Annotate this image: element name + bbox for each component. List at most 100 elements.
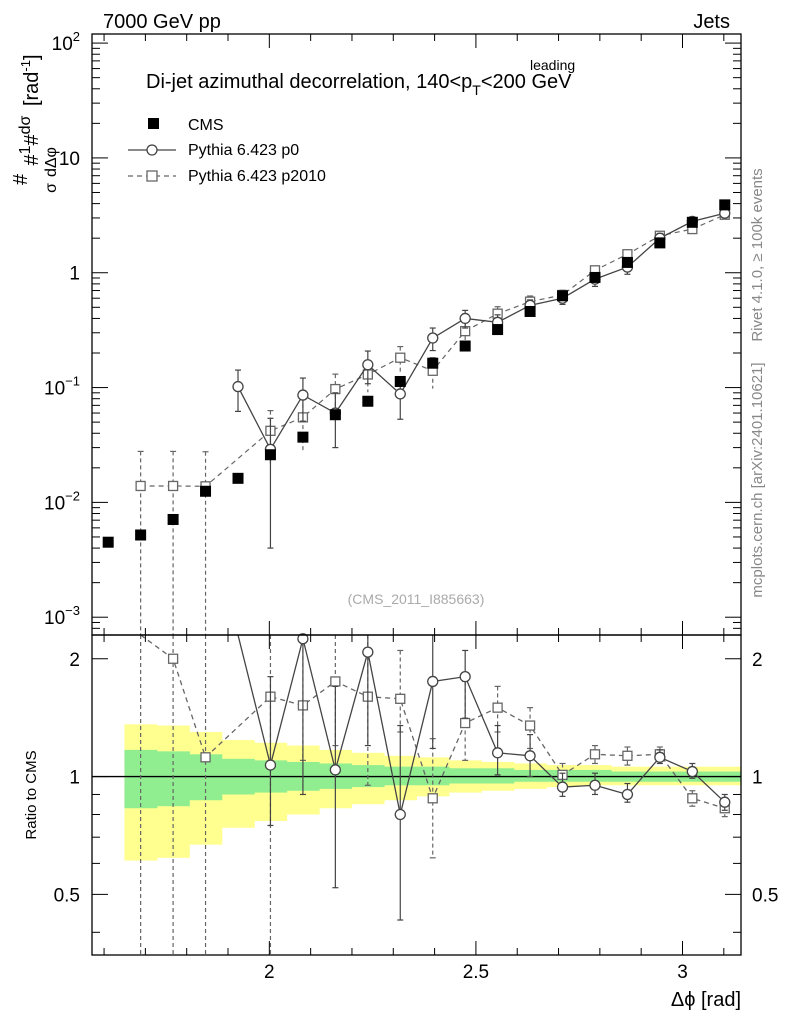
legend-label-p0: Pythia 6.423 p0 <box>188 142 299 159</box>
ratio-point-p2010 <box>622 750 633 761</box>
x-axis-label: Δϕ [rad] <box>671 989 741 1011</box>
y-tick-label: 10−2 <box>44 488 80 514</box>
ratio-tick-label-right: 2 <box>752 650 763 671</box>
point-cms <box>200 485 212 497</box>
ratio-band-stat <box>481 768 515 784</box>
header-left: 7000 GeV pp <box>103 11 221 33</box>
point-cms <box>135 529 147 541</box>
point-p2010 <box>395 352 406 363</box>
ratio-y-label: Ratio to CMS <box>23 750 40 839</box>
series-line-p0 <box>237 212 725 451</box>
ratio-point-p2010 <box>492 702 503 713</box>
point-p0 <box>297 389 309 401</box>
chart-title-sup: leading <box>530 57 575 73</box>
ratio-plot <box>92 633 741 955</box>
legend: CMS Pythia 6.423 p0 Pythia 6.423 p2010 <box>128 117 326 185</box>
point-p2010 <box>167 480 179 492</box>
ratio-point-p0 <box>621 788 634 801</box>
point-cms <box>427 357 439 369</box>
side-label-mcplots: mcplots.cern.ch [arXiv:2401.10621] <box>749 362 766 597</box>
point-cms <box>297 431 309 443</box>
legend-label-p2010: Pythia 6.423 p2010 <box>188 168 326 185</box>
point-cms <box>524 305 536 317</box>
y-tick-label: 1 <box>69 264 80 285</box>
ratio-frame <box>91 634 742 956</box>
point-cms <box>394 375 406 387</box>
ratio-tick-label-left: 1 <box>69 768 80 789</box>
point-cms <box>557 290 569 302</box>
ratio-line-p2010 <box>140 634 725 809</box>
point-cms <box>362 395 374 407</box>
x-tick-label: 2.5 <box>463 962 489 983</box>
x-tick-label: 2 <box>264 962 275 983</box>
ratio-tick-label-left: 0.5 <box>54 885 80 906</box>
y-axis-label: # <box>10 173 32 185</box>
ratio-point-p2010 <box>427 793 438 804</box>
ratio-point-p0 <box>394 808 406 821</box>
ratio-point-p0 <box>297 633 309 645</box>
legend-marker-p0 <box>146 144 158 156</box>
ratio-tick-label-right: 0.5 <box>752 885 778 906</box>
ratio-point-p0 <box>719 796 731 808</box>
point-cms <box>492 324 504 336</box>
ratio-point-p2010 <box>167 653 179 664</box>
ratio-point-p2010 <box>330 676 341 687</box>
legend-marker-cms <box>148 118 159 129</box>
y-tick-label: 10 <box>59 149 80 170</box>
main-plot <box>102 199 731 635</box>
legend-marker-p2010 <box>146 170 158 182</box>
y-tick-label: 10−1 <box>44 374 80 400</box>
point-cms <box>264 449 276 461</box>
point-p2010 <box>135 480 146 492</box>
legend-label-cms: CMS <box>188 117 224 134</box>
ratio-line-p0 <box>237 634 726 815</box>
chart-title-main: Di-jet azimuthal decorrelation, 140<p <box>146 71 472 93</box>
point-p0 <box>459 312 471 325</box>
analysis-tag: (CMS_2011_I885663) <box>348 591 485 607</box>
side-label-rivet: Rivet 4.1.0, ≥ 100k events <box>749 168 766 341</box>
point-p0 <box>362 359 374 371</box>
chart-title-end: <200 GeV <box>481 71 572 93</box>
point-cms <box>654 237 666 249</box>
header-right: Jets <box>693 11 730 33</box>
ratio-point-p0 <box>491 747 504 759</box>
point-cms <box>719 199 731 211</box>
axes: 2 2.5 3 102 10 1 10−1 10−2 10−3 2 2 1 1 0.5 0.5 <box>44 29 778 983</box>
chart-title-sub: T <box>472 82 481 98</box>
ratio-band-stat <box>448 768 482 784</box>
ratio-tick-label-left: 2 <box>69 650 80 671</box>
ratio-point-p0 <box>459 671 471 683</box>
series-line-p2010 <box>140 214 726 487</box>
ratio-point-p0 <box>264 759 277 771</box>
ratio-point-p0 <box>329 764 342 776</box>
ratio-point-p0 <box>427 675 439 688</box>
ratio-point-p0 <box>589 779 601 791</box>
ratio-point-p0 <box>654 751 666 763</box>
ratio-point-p0 <box>686 765 698 778</box>
ratio-point-p2010 <box>589 749 601 760</box>
y-tick-label: 102 <box>52 29 80 55</box>
point-cms <box>621 256 633 268</box>
point-cms <box>167 513 179 525</box>
x-tick-label: 3 <box>677 962 688 983</box>
ratio-point-p2010 <box>395 693 406 704</box>
ratio-point-p2010 <box>687 793 698 804</box>
point-cms <box>329 409 341 421</box>
y-label-hash-1: # <box>10 173 32 185</box>
ratio-tick-label-right: 1 <box>752 768 763 789</box>
point-p0 <box>427 332 439 344</box>
point-cms <box>459 340 471 352</box>
y-label-text: #1#dσ [rad-1] <box>17 54 43 165</box>
point-p0 <box>394 388 406 400</box>
point-cms <box>686 216 698 228</box>
ratio-point-p2010 <box>200 752 211 763</box>
y-tick-label: 10−3 <box>44 603 80 629</box>
ratio-point-p2010 <box>460 717 471 729</box>
point-cms <box>589 271 601 283</box>
ratio-point-p0 <box>524 750 536 762</box>
ratio-point-p2010 <box>524 720 536 731</box>
chart-title: Di-jet azimuthal decorrelation, 140<pT<2… <box>146 71 572 98</box>
point-cms <box>232 472 244 484</box>
ratio-point-p0 <box>362 646 374 658</box>
